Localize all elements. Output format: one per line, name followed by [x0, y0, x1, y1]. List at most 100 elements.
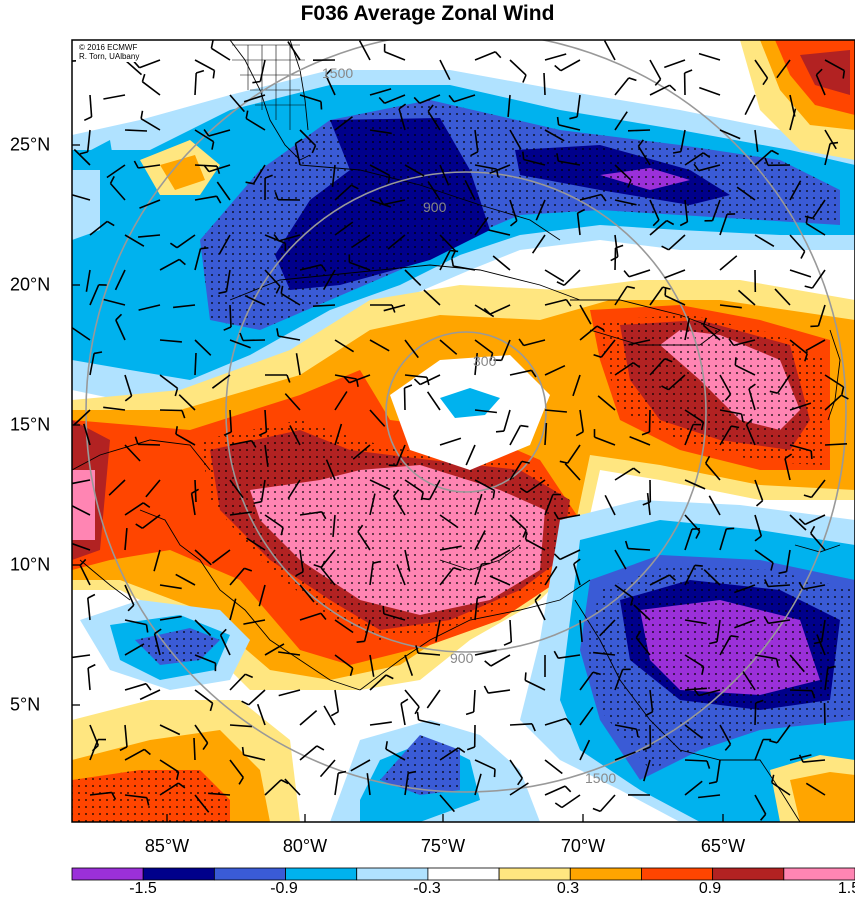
state-borders: [232, 44, 305, 130]
wind-barb: [280, 292, 301, 306]
wind-barb: [509, 619, 513, 643]
wind-barb: [435, 619, 441, 642]
wind-barb: [745, 424, 756, 446]
wind-barb: [474, 493, 483, 516]
wind-barb: [332, 514, 336, 537]
wind-barb: [558, 654, 581, 659]
wind-barb-flag: [223, 431, 232, 436]
wind-barb-flag: [600, 194, 607, 202]
wind-barb-flag: [483, 685, 489, 694]
wind-barb: [509, 723, 533, 726]
wind-barb: [824, 443, 848, 446]
wind-barb: [474, 530, 486, 551]
wind-barb-flag: [143, 748, 151, 756]
wind-barb: [87, 668, 91, 691]
wind-barb: [369, 563, 374, 586]
wind-barb: [544, 494, 554, 516]
wind-barb-flag: [702, 152, 711, 159]
wind-barb-flag: [734, 357, 737, 366]
wind-barb-flag: [662, 286, 671, 290]
wind-barb: [216, 181, 231, 201]
wind-barb-flag: [615, 244, 624, 249]
wind-barb: [776, 724, 791, 744]
wind-barb-flag: [273, 234, 280, 242]
wind-barb-flag: [841, 386, 845, 395]
colorbar-label-1: -1.5: [129, 880, 157, 897]
wind-barb: [614, 164, 632, 181]
wind-barb-flag: [763, 615, 769, 624]
coastlines: [72, 40, 841, 822]
wind-barb: [684, 619, 707, 625]
lon-label-80w: 80°W: [282, 836, 328, 856]
lat-label-25n: 25°N: [10, 134, 51, 155]
wind-barb: [229, 304, 232, 328]
wind-barb-flag: [181, 410, 186, 419]
wind-barb-flag: [693, 163, 700, 172]
wind-barb: [264, 234, 286, 244]
wind-barb: [331, 164, 336, 187]
wind-barb: [334, 184, 352, 201]
wind-barb: [490, 654, 511, 667]
tick-marks: [72, 144, 724, 822]
wind-barb: [708, 495, 721, 516]
wind-barb-flag: [321, 511, 327, 520]
wind-barb-flag: [203, 129, 210, 137]
wind-barb: [175, 573, 196, 586]
wind-barb-flag: [276, 328, 280, 337]
wind-barb-flag: [731, 425, 740, 429]
wind-barb-flag: [378, 197, 385, 205]
wind-barb: [72, 654, 91, 659]
wind-barb: [824, 143, 831, 166]
wind-barb: [439, 437, 462, 446]
wind-barb: [194, 129, 215, 143]
wind-barb: [426, 391, 441, 411]
wind-barb-flag: [216, 195, 222, 204]
wind-barb: [229, 511, 252, 516]
wind-barb: [614, 584, 634, 599]
wind-barb-flag: [241, 746, 245, 756]
wind-barb: [124, 374, 133, 397]
wind-barb-flag: [592, 671, 601, 676]
wind-barb-flag: [481, 562, 490, 565]
wind-barb: [698, 164, 721, 172]
wind-barb: [789, 269, 812, 278]
wind-barb: [428, 479, 441, 500]
wind-barb: [193, 737, 196, 761]
wind-barb: [474, 164, 497, 170]
wind-barb: [614, 467, 635, 481]
wind-barb: [684, 528, 693, 551]
wind-barb: [789, 339, 808, 355]
wind-barb-flag: [623, 270, 630, 278]
wind-barb: [614, 286, 628, 306]
wind-barb: [299, 584, 315, 603]
wind-barb: [579, 739, 591, 761]
wind-barb: [124, 794, 147, 799]
wind-barb: [349, 374, 371, 384]
wind-barb: [139, 59, 161, 69]
wind-barb: [115, 319, 126, 341]
plot-area: [72, 40, 855, 822]
wind-barb: [439, 234, 456, 252]
wind-barb: [803, 584, 826, 590]
wind-barb-flag: [593, 353, 602, 358]
wind-barb-flag: [484, 660, 492, 667]
wind-barb: [334, 654, 354, 669]
wind-barb: [159, 724, 181, 736]
wind-barb-flag: [626, 285, 635, 289]
wind-barb-flag: [693, 688, 700, 696]
wind-barb: [768, 619, 791, 625]
wind-barb-flag: [413, 96, 421, 104]
wind-barb-flag: [191, 488, 199, 494]
wind-barb: [284, 393, 301, 411]
wind-barb: [646, 493, 651, 516]
wind-barb-flag: [492, 490, 496, 499]
wind-barb: [194, 59, 215, 72]
wind-barb: [229, 567, 245, 586]
wind-barb-flag: [238, 777, 244, 785]
wind-barb: [579, 706, 594, 726]
wind-barb-flag: [404, 384, 413, 389]
wind-barb: [789, 514, 807, 531]
wind-barb: [159, 782, 179, 796]
wind-barb: [252, 164, 266, 185]
wind-barb-flag: [244, 567, 253, 572]
